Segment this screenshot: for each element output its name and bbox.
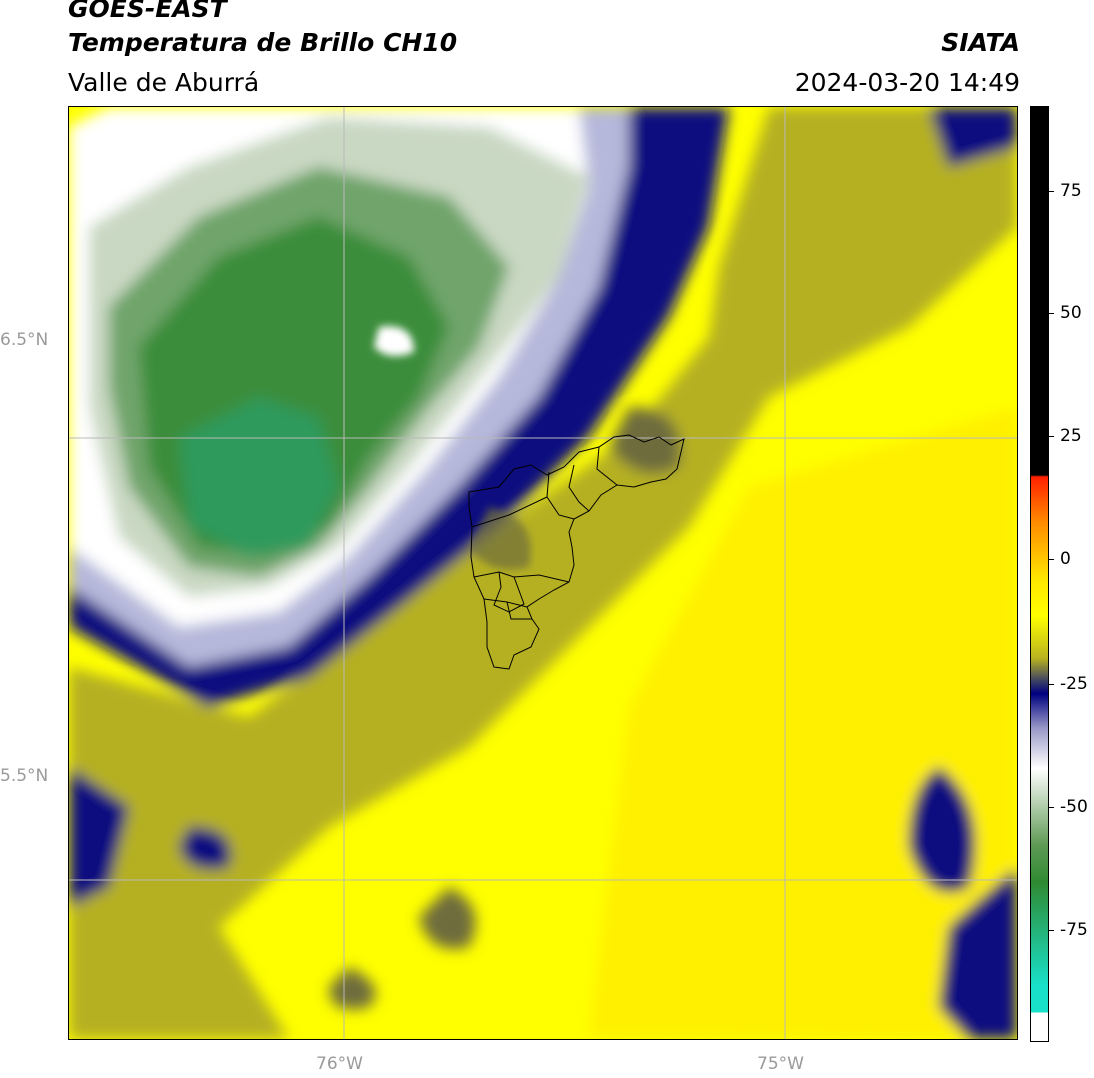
boundary-inner-1 (546, 471, 575, 520)
colorbar-tick (1049, 807, 1054, 808)
lat-label-5-5: 5.5°N (0, 766, 49, 786)
colorbar-label-minus-25: -25 (1060, 674, 1088, 694)
boundary-inner-4 (471, 496, 548, 528)
teal-green-core (179, 397, 339, 557)
navy-band (69, 107, 729, 707)
colorbar-tick (1049, 930, 1054, 931)
colorbar-label-50: 50 (1060, 303, 1082, 323)
west-navy-patches (69, 767, 231, 907)
brightness-temperature-map (69, 107, 1017, 1039)
colorbar (1030, 106, 1049, 1042)
olive-band (69, 107, 1017, 1039)
colorbar-tick (1049, 313, 1054, 314)
boundary-inner-2 (568, 464, 590, 512)
lon-label-75w: 75°W (757, 1054, 804, 1074)
olive-dark-patches (329, 407, 681, 1010)
colorbar-tick (1049, 191, 1054, 192)
boundary-outer (468, 434, 685, 670)
colorbar-tick (1049, 436, 1054, 437)
gold-region (589, 407, 1017, 1039)
municipality-boundaries (468, 434, 685, 670)
lon-label-76w: 76°W (316, 1054, 363, 1074)
colorbar-label-minus-50: -50 (1060, 797, 1088, 817)
map-frame (68, 106, 1018, 1040)
boundary-inner-8 (506, 601, 532, 620)
lat-label-6-5: 6.5°N (0, 330, 49, 350)
datetime-title: 2024-03-20 14:49 (794, 68, 1020, 97)
product-title: Temperatura de Brillo CH10 (68, 28, 458, 57)
colorbar-label-0: 0 (1060, 549, 1071, 569)
colorbar-label-75: 75 (1060, 181, 1082, 201)
boundary-inner-3 (596, 446, 618, 486)
colorbar-tick (1049, 684, 1054, 685)
white-highlight (374, 326, 414, 356)
east-navy-patches (909, 107, 1017, 1039)
region-title: Valle de Aburrá (68, 68, 260, 97)
colorbar-label-minus-75: -75 (1060, 920, 1088, 940)
lat-lon-grid (69, 107, 1017, 1039)
satellite-title: GOES-EAST (68, 0, 227, 23)
agency-title: SIATA (941, 28, 1020, 57)
boundary-inner-7 (493, 571, 525, 613)
colorbar-tick (1049, 559, 1054, 560)
colorbar-label-25: 25 (1060, 426, 1082, 446)
